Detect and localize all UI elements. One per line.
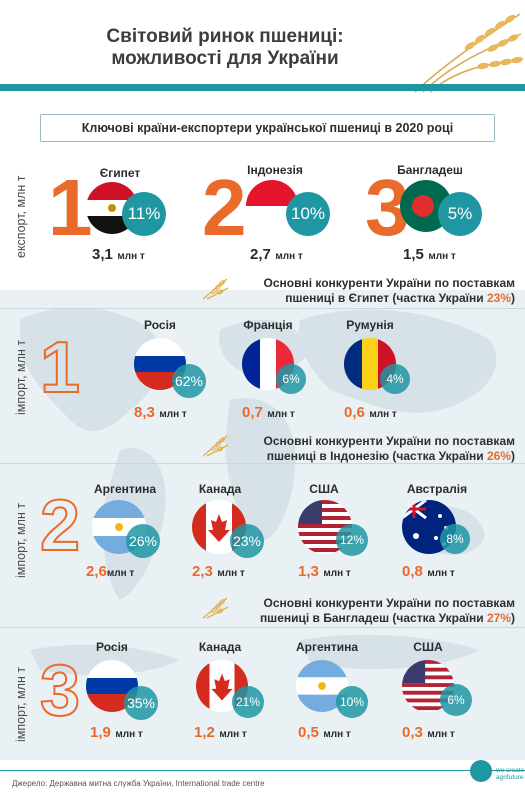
import-axis-label: імпорт, млн т — [14, 339, 28, 415]
country-name: Росія — [96, 640, 128, 654]
rank-number: 3 — [39, 651, 81, 731]
section-divider — [0, 627, 525, 628]
rank-number: 2 — [202, 163, 247, 252]
amount-label: 1,5 млн т — [403, 246, 456, 263]
country-name: США — [413, 640, 443, 654]
header-divider — [0, 84, 525, 91]
share-badge: 8% — [440, 524, 470, 554]
amount-label: 1,9 млн т — [90, 724, 143, 741]
wheat-icon — [202, 278, 229, 300]
amount-label: 1,3 млн т — [298, 563, 351, 580]
share-badge: 23% — [230, 524, 264, 558]
competitors-heading: Основні конкуренти України по поставкам … — [263, 276, 515, 305]
argentina-flag-icon — [296, 660, 348, 712]
country-name: Франція — [243, 318, 293, 332]
amount-label: 2,7 млн т — [250, 246, 303, 263]
rank-number: 1 — [48, 163, 93, 252]
brand-logo-text: we create agrifuture — [496, 767, 525, 781]
amount-label: 2,3 млн т — [192, 563, 245, 580]
amount-label: 0,7 млн т — [242, 404, 295, 421]
share-badge: 6% — [276, 364, 306, 394]
footer-divider — [0, 770, 525, 771]
share-badge: 21% — [232, 686, 264, 718]
country-name: Аргентина — [93, 482, 157, 496]
country-name: Австралія — [406, 482, 468, 496]
country-name: Росія — [144, 318, 176, 332]
country-name: Канада — [198, 482, 242, 496]
import-axis-label: імпорт, млн т — [14, 502, 28, 578]
share-badge: 35% — [124, 686, 158, 720]
amount-label: 2,6млн т — [86, 563, 135, 580]
amount-label: 0,3 млн т — [402, 724, 455, 741]
country-name: Канада — [198, 640, 242, 654]
share-badge: 12% — [336, 524, 368, 556]
share-badge: 10% — [336, 686, 368, 718]
share-badge: 6% — [440, 684, 472, 716]
section-subtitle: Ключові країни-експортери української пш… — [81, 121, 454, 135]
share-badge: 11% — [122, 192, 166, 236]
section-divider — [0, 308, 525, 309]
share-badge: 10% — [286, 192, 330, 236]
competitors-heading: Основні конкуренти України по поставкам … — [263, 434, 515, 463]
amount-label: 8,3 млн т — [134, 404, 187, 421]
amount-label: 0,8 млн т — [402, 563, 455, 580]
country-name: Аргентина — [295, 640, 359, 654]
share-badge: 62% — [172, 364, 206, 398]
rank-number: 2 — [39, 486, 81, 566]
country-name: Індонезія — [247, 163, 303, 177]
share-badge: 26% — [126, 524, 160, 558]
brand-logo-icon — [470, 760, 492, 782]
usa-flag-icon — [298, 500, 352, 554]
amount-label: 3,1 млн т — [92, 246, 145, 263]
competitors-heading: Основні конкуренти України по поставкам … — [259, 596, 515, 625]
export-axis-label: експорт, млн т — [14, 175, 28, 258]
subtitle-frame: Ключові країни-експортери української пш… — [40, 114, 495, 142]
country-name: Єгипет — [99, 166, 141, 180]
country-name: Румунія — [346, 318, 394, 332]
import-axis-label: імпорт, млн т — [14, 666, 28, 742]
amount-label: 0,6 млн т — [344, 404, 397, 421]
amount-label: 1,2 млн т — [194, 724, 247, 741]
wheat-icon — [202, 597, 229, 619]
wheat-illustration-icon — [414, 13, 524, 93]
country-name: Бангладеш — [397, 163, 463, 177]
source-note: Джерело: Державна митна служба України, … — [12, 779, 265, 788]
country-name: США — [309, 482, 339, 496]
share-badge: 5% — [438, 192, 482, 236]
amount-label: 0,5 млн т — [298, 724, 351, 741]
rank-number: 1 — [39, 328, 81, 408]
page-title: Світовий ринок пшениці: можливості для У… — [106, 26, 344, 69]
share-badge: 4% — [380, 364, 410, 394]
section-divider — [0, 463, 525, 464]
wheat-icon — [202, 435, 229, 457]
